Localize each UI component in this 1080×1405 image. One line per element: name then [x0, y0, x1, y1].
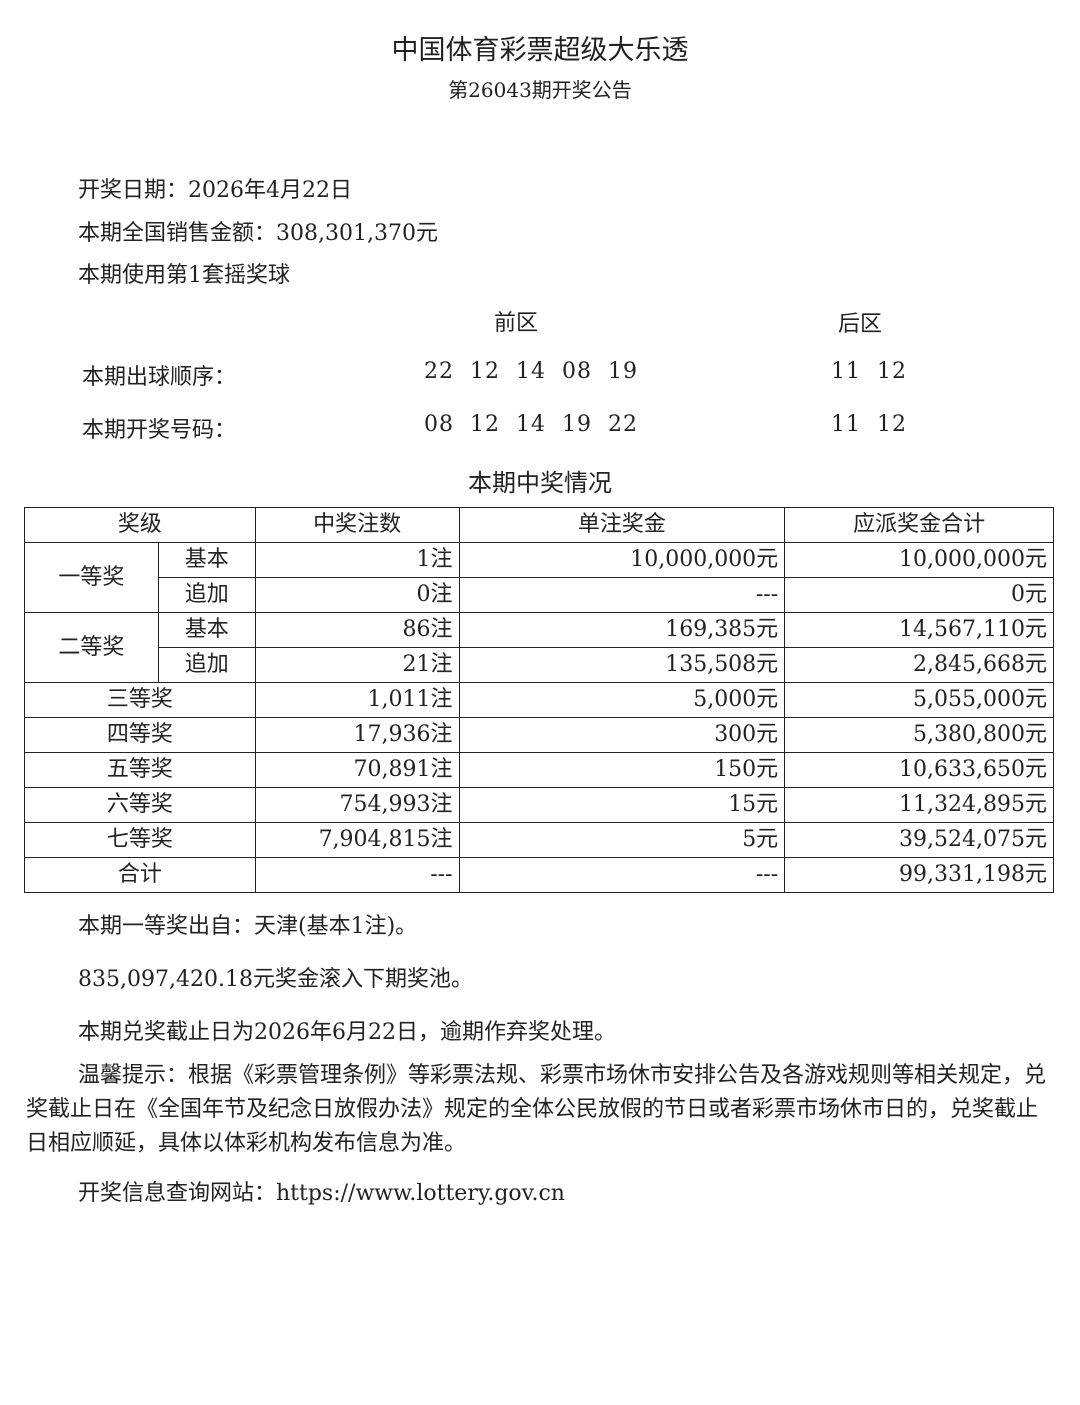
table-row: 一等奖 基本 1注 10,000,000元 10,000,000元: [24, 542, 1054, 613]
draw-order-back: 11 12: [831, 359, 907, 384]
rollover: 835,097,420.18元奖金滚入下期奖池。: [78, 967, 473, 992]
count-cell: 1注: [254, 542, 460, 578]
claim-deadline: 本期兑奖截止日为2026年6月22日，逾期作弃奖处理。: [78, 1020, 616, 1045]
back-zone-label: 后区: [838, 312, 883, 337]
prize-cell: ---: [458, 577, 786, 613]
draw-date: 开奖日期：2026年4月22日: [78, 178, 352, 203]
header-prize: 单注奖金: [458, 507, 786, 543]
sub-tier-cell: 基本: [157, 612, 256, 648]
total-cell: 5,380,800元: [784, 717, 1054, 753]
count-cell: 86注: [254, 612, 460, 648]
winning-numbers-label: 本期开奖号码：: [82, 418, 237, 443]
table-row: 三等奖 1,011注 5,000元 5,055,000元: [24, 682, 1054, 718]
sub-tier-cell: 追加: [157, 577, 256, 613]
tier-cell: 二等奖: [24, 612, 159, 683]
website: 开奖信息查询网站：https://www.lottery.gov.cn: [78, 1181, 565, 1206]
page-subtitle: 第26043期开奖公告: [448, 78, 632, 102]
draw-order-label: 本期出球顺序：: [82, 365, 237, 390]
tier-cell: 七等奖: [24, 822, 256, 858]
sales-amount: 本期全国销售金额：308,301,370元: [78, 221, 438, 246]
count-cell: 754,993注: [254, 787, 460, 823]
count-cell: 0注: [254, 577, 460, 613]
prize-cell: 15元: [458, 787, 786, 823]
ball-set: 本期使用第1套摇奖球: [78, 263, 290, 288]
count-cell: 70,891注: [254, 752, 460, 788]
total-cell: 0元: [784, 577, 1054, 613]
tier-cell: 四等奖: [24, 717, 256, 753]
tier-cell: 合计: [24, 857, 256, 893]
prize-cell: 10,000,000元: [458, 542, 786, 578]
header-tier: 奖级: [24, 507, 256, 543]
sub-tier-cell: 基本: [157, 542, 256, 578]
total-cell: 14,567,110元: [784, 612, 1054, 648]
table-row: 七等奖 7,904,815注 5元 39,524,075元: [24, 822, 1054, 858]
table-row: 四等奖 17,936注 300元 5,380,800元: [24, 717, 1054, 753]
prize-table: 奖级 中奖注数 单注奖金 应派奖金合计 一等奖 基本 1注 10,000,000元 10…: [24, 507, 1054, 893]
table-row: 追加 21注 135,508元 2,845,668元: [25, 647, 1054, 683]
count-cell: 21注: [254, 647, 460, 683]
tier-cell: 五等奖: [24, 752, 256, 788]
total-cell: 5,055,000元: [784, 682, 1054, 718]
prize-cell: 5元: [458, 822, 786, 858]
prize-cell: 135,508元: [458, 647, 786, 683]
total-cell: 10,000,000元: [784, 542, 1054, 578]
page-title: 中国体育彩票超级大乐透: [391, 35, 689, 66]
total-cell: 39,524,075元: [784, 822, 1054, 858]
table-row: 六等奖 754,993注 15元 11,324,895元: [24, 787, 1054, 823]
count-cell: 1,011注: [254, 682, 460, 718]
total-cell: 2,845,668元: [784, 647, 1054, 683]
draw-order-front: 22 12 14 08 19: [424, 359, 638, 384]
prize-cell: 150元: [458, 752, 786, 788]
count-cell: 17,936注: [254, 717, 460, 753]
count-cell: 7,904,815注: [254, 822, 460, 858]
tier-cell: 三等奖: [24, 682, 256, 718]
table-row: 追加 0注 --- 0元: [25, 577, 1054, 613]
header-count: 中奖注数: [254, 507, 460, 543]
header-total: 应派奖金合计: [784, 507, 1054, 543]
prize-cell: 169,385元: [458, 612, 786, 648]
total-cell: 11,324,895元: [784, 787, 1054, 823]
total-cell: 10,633,650元: [784, 752, 1054, 788]
prize-cell: 300元: [458, 717, 786, 753]
winning-numbers-front: 08 12 14 19 22: [424, 412, 638, 437]
winning-numbers-back: 11 12: [831, 412, 907, 437]
count-cell: ---: [254, 857, 460, 893]
prize-table-caption: 本期中奖情况: [468, 469, 612, 497]
table-row: 合计 --- --- 99,331,198元: [24, 857, 1054, 893]
notice: 温馨提示：根据《彩票管理条例》等彩票法规、彩票市场休市安排公告及各游戏规则等相关…: [26, 1063, 1047, 1156]
tier-cell: 一等奖: [24, 542, 159, 613]
prize-cell: ---: [458, 857, 786, 893]
table-row: 二等奖 基本 86注 169,385元 14,567,110元: [24, 612, 1054, 683]
first-prize-origin: 本期一等奖出自：天津(基本1注)。: [78, 914, 418, 939]
prize-cell: 5,000元: [458, 682, 786, 718]
tier-cell: 六等奖: [24, 787, 256, 823]
front-zone-label: 前区: [494, 311, 539, 336]
total-cell: 99,331,198元: [784, 857, 1054, 893]
table-row: 五等奖 70,891注 150元 10,633,650元: [24, 752, 1054, 788]
table-header-row: 奖级 中奖注数 单注奖金 应派奖金合计: [24, 507, 1054, 543]
sub-tier-cell: 追加: [157, 647, 256, 683]
